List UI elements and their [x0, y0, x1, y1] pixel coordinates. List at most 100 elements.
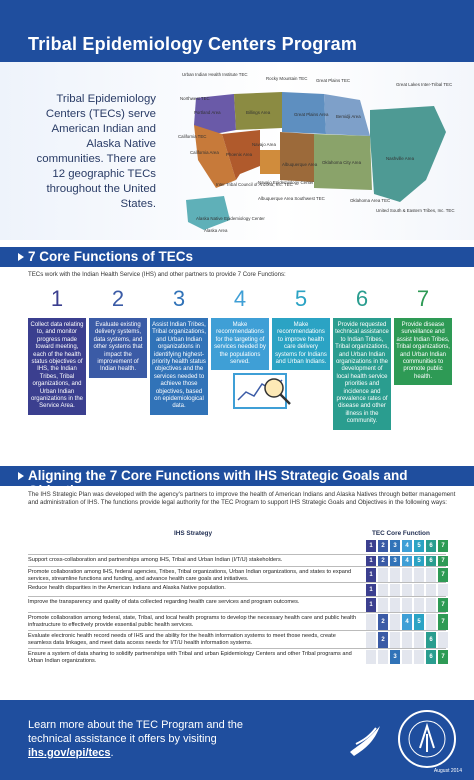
region-california [194, 125, 236, 188]
tec-function-cell [438, 632, 448, 648]
tec-function-cell [426, 614, 436, 630]
region-bemidji [324, 94, 370, 136]
core-function-text: Make recommendations for the targeting o… [211, 318, 269, 371]
ihs-seal-logo [398, 710, 456, 768]
region-great-plains [282, 92, 326, 134]
tec-function-cell [390, 598, 400, 612]
ihs-alignment-heading: Aligning the 7 Core Functions with IHS S… [0, 466, 474, 498]
ihs-strategy-text: Reduce health disparities in the America… [28, 585, 226, 591]
map-label: Bemidji Area [336, 114, 361, 119]
tec-function-cell: 6 [426, 632, 436, 648]
tec-function-cell [390, 584, 400, 596]
tec-function-cell [402, 598, 412, 612]
tec-header-cell: 1 [366, 540, 376, 552]
region-alaska [186, 196, 230, 230]
ihs-strategy-row: Ensure a system of data sharing to solid… [28, 648, 448, 665]
tec-link[interactable]: ihs.gov/epi/tecs [28, 747, 111, 759]
map-label: Oklahoma Area TEC [350, 198, 391, 203]
tec-function-cell [414, 598, 424, 612]
tec-function-cell: 1 [366, 556, 376, 566]
tec-function-cell: 7 [438, 614, 448, 630]
map-label: Phoenix Area [226, 152, 253, 157]
tec-function-cell [414, 650, 424, 664]
ihs-strategy-text: Improve the transparency and quality of … [28, 599, 300, 605]
region-nashville [370, 106, 446, 202]
tec-function-cell [390, 614, 400, 630]
core-function-text: Evaluate existing delivery systems, data… [89, 318, 147, 378]
region-northwest [194, 94, 236, 136]
tec-function-cell [390, 568, 400, 582]
ihs-intro: The IHS Strategic Plan was developed wit… [28, 491, 456, 507]
core-intro: TECs work with the Indian Health Service… [28, 271, 286, 278]
tec-function-cell [402, 568, 412, 582]
map-regions [186, 92, 446, 230]
tec-function-cell [366, 632, 376, 648]
region-albuquerque [280, 132, 314, 182]
tec-function-cell [438, 584, 448, 596]
ihs-strategy-text: Ensure a system of data sharing to solid… [28, 651, 352, 665]
tec-function-cell [366, 650, 376, 664]
map-label: California Area [190, 150, 219, 155]
footer-text: Learn more about the TEC Program and the… [28, 718, 288, 760]
core-function-text: Make recommendations to improve health c… [272, 318, 330, 371]
hhs-eagle-logo [350, 726, 380, 756]
tec-function-cell: 5 [414, 556, 424, 566]
map-label: Inter Tribal Council of Arizona, Inc. TE… [216, 182, 293, 187]
tec-function-cell [414, 568, 424, 582]
map-label: Great Plains Area [294, 112, 329, 117]
map-label: California TEC [178, 134, 207, 139]
tec-function-cell: 7 [438, 556, 448, 566]
tec-function-cell [402, 584, 412, 596]
tec-function-cell [426, 598, 436, 612]
map-label: Nashville Area [386, 156, 415, 161]
core-function-number: 4 [233, 286, 247, 311]
map-label: Urban Indian Health Institute TEC [182, 72, 248, 77]
tec-function-cell: 5 [414, 614, 424, 630]
map-label: Navajo Area [252, 142, 276, 147]
ihs-strategy-row: Reduce health disparities in the America… [28, 582, 448, 596]
core-function-text: Provide disease surveillance and assist … [394, 318, 452, 386]
tec-function-cell: 4 [402, 614, 412, 630]
footer-banner: Learn more about the TEC Program and the… [0, 700, 474, 780]
header-banner: Tribal Epidemiology Centers Program [0, 0, 474, 62]
core-function-number: 3 [172, 286, 186, 311]
map-label: Alaska Area [204, 228, 228, 233]
map-label: Great Lakes Inter-Tribal TEC [396, 82, 453, 87]
tec-header-cell: 6 [426, 540, 436, 552]
core-function-text: Collect data relating to, and monitor pr… [28, 318, 86, 415]
core-function-7: 7 Provide disease surveillance and assist… [394, 286, 452, 386]
tec-col-header: TEC Core Function [372, 530, 430, 537]
map-label: Albuquerque Area [282, 162, 318, 167]
tec-function-cell [378, 650, 388, 664]
map-label: Portland Area [194, 110, 221, 115]
core-function-4: 4 Make recommendations for the targeting … [211, 286, 269, 371]
core-function-text: Provide requested technical assistance t… [333, 318, 391, 430]
tec-function-cell [426, 568, 436, 582]
tec-function-cell [378, 568, 388, 582]
tec-function-cell [402, 632, 412, 648]
tec-header-cell: 7 [438, 540, 448, 552]
core-functions-heading: 7 Core Functions of TECs [0, 247, 474, 267]
tec-function-cell [414, 632, 424, 648]
footer-lead: Learn more about the TEC Program and the… [28, 719, 244, 745]
tec-function-cell: 2 [378, 632, 388, 648]
core-function-number: 6 [355, 286, 369, 311]
tec-function-cell: 3 [390, 650, 400, 664]
region-oklahoma [314, 134, 372, 190]
map-label: United South & Eastern Tribes, Inc. TEC [376, 208, 455, 213]
core-function-2: 2 Evaluate existing delivery systems, dat… [89, 286, 147, 378]
tec-function-cell: 1 [366, 584, 376, 596]
ihs-strategy-row: Evaluate electronic health record needs … [28, 630, 448, 648]
tec-function-cell: 4 [402, 556, 412, 566]
ihs-strategy-text: Support cross-collaboration and partners… [28, 557, 283, 563]
tec-function-cell: 6 [426, 650, 436, 664]
core-function-number: 2 [111, 286, 125, 311]
map-label: Northwest TEC [180, 96, 210, 101]
map-label: Navajo Epidemiology Center [258, 180, 314, 185]
page-title: Tribal Epidemiology Centers Program [28, 34, 358, 54]
tec-function-cell [426, 584, 436, 596]
intro-text: Tribal Epidemiology Centers (TECs) serve… [36, 93, 156, 210]
tec-function-cell: 2 [378, 556, 388, 566]
core-function-number: 1 [50, 286, 64, 311]
ihs-strategy-text: Promote collaboration among IHS, federal… [28, 569, 352, 583]
